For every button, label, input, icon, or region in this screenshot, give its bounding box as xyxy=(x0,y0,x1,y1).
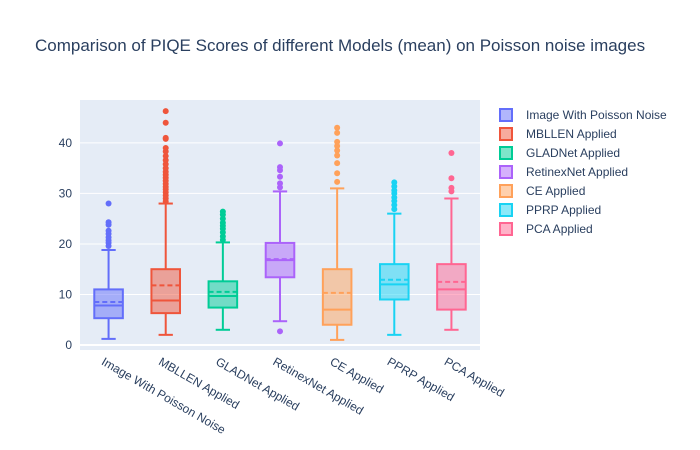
legend-swatch xyxy=(499,184,513,198)
legend-swatch xyxy=(499,127,513,141)
box-3 xyxy=(264,140,296,335)
box-4 xyxy=(321,124,353,341)
box-iqr xyxy=(321,268,353,326)
outlier-point xyxy=(334,129,341,136)
box-1 xyxy=(150,108,182,336)
legend-swatch xyxy=(499,222,513,236)
legend-label: MBLLEN Applied xyxy=(526,127,617,141)
legend-item: RetinexNet Applied xyxy=(499,165,628,179)
y-tick-label: 20 xyxy=(59,237,73,251)
outlier-point xyxy=(105,200,112,207)
legend-item: CE Applied xyxy=(499,184,585,198)
legend-label: RetinexNet Applied xyxy=(526,165,628,179)
y-tick-label: 40 xyxy=(59,136,73,150)
legend-item: PPRP Applied xyxy=(499,203,601,217)
y-axis-ticks: 0 10 20 30 40 xyxy=(59,136,73,352)
legend-swatch xyxy=(499,146,513,160)
outlier-point xyxy=(448,175,455,182)
legend-label: Image With Poisson Noise xyxy=(526,108,667,122)
box-0 xyxy=(93,200,124,340)
boxes xyxy=(93,108,467,341)
outlier-point xyxy=(334,124,341,131)
legend-label: PPRP Applied xyxy=(526,203,601,217)
y-tick-label: 10 xyxy=(59,287,73,301)
outlier-point xyxy=(162,153,169,160)
legend-item: GLADNet Applied xyxy=(499,146,620,160)
outlier-point xyxy=(277,164,283,171)
outlier-point xyxy=(162,144,169,151)
y-tick-label: 0 xyxy=(65,338,72,352)
outlier-point xyxy=(162,119,169,126)
outlier-point xyxy=(105,227,112,234)
outlier-point xyxy=(277,180,283,187)
outlier-point xyxy=(448,150,455,157)
outlier-point xyxy=(391,179,398,186)
outlier-point xyxy=(334,152,341,159)
legend-swatch xyxy=(499,108,513,122)
box-iqr xyxy=(93,288,124,320)
legend-item: PCA Applied xyxy=(499,222,593,236)
box-6 xyxy=(436,150,467,331)
outlier-point xyxy=(277,140,283,147)
box-iqr xyxy=(379,263,410,301)
legend-item: MBLLEN Applied xyxy=(499,127,617,141)
legend-swatch xyxy=(499,203,513,217)
box-2 xyxy=(207,208,239,331)
outlier-point xyxy=(162,108,169,115)
box-iqr xyxy=(207,280,239,309)
legend-label: CE Applied xyxy=(526,184,585,198)
outlier-point xyxy=(105,219,112,226)
box-iqr xyxy=(436,263,467,311)
outlier-point xyxy=(334,160,341,167)
legend-swatch xyxy=(499,165,513,179)
legend-label: PCA Applied xyxy=(526,222,593,236)
y-tick-label: 30 xyxy=(59,186,73,200)
outlier-point xyxy=(334,170,341,177)
legend-label: GLADNet Applied xyxy=(526,146,620,160)
outlier-point xyxy=(448,184,455,191)
outlier-point xyxy=(162,134,169,141)
chart-title: Comparison of PIQE Scores of different M… xyxy=(35,36,645,55)
outlier-point xyxy=(334,138,341,145)
box-iqr xyxy=(150,268,182,315)
outlier-point xyxy=(334,147,341,154)
outlier-point xyxy=(334,178,341,185)
outlier-point xyxy=(277,173,283,180)
outlier-point xyxy=(277,328,283,335)
outlier-point xyxy=(219,208,226,215)
box-5 xyxy=(379,179,410,336)
legend: Image With Poisson Noise MBLLEN Applied GL… xyxy=(499,108,667,236)
legend-item: Image With Poisson Noise xyxy=(499,108,667,122)
